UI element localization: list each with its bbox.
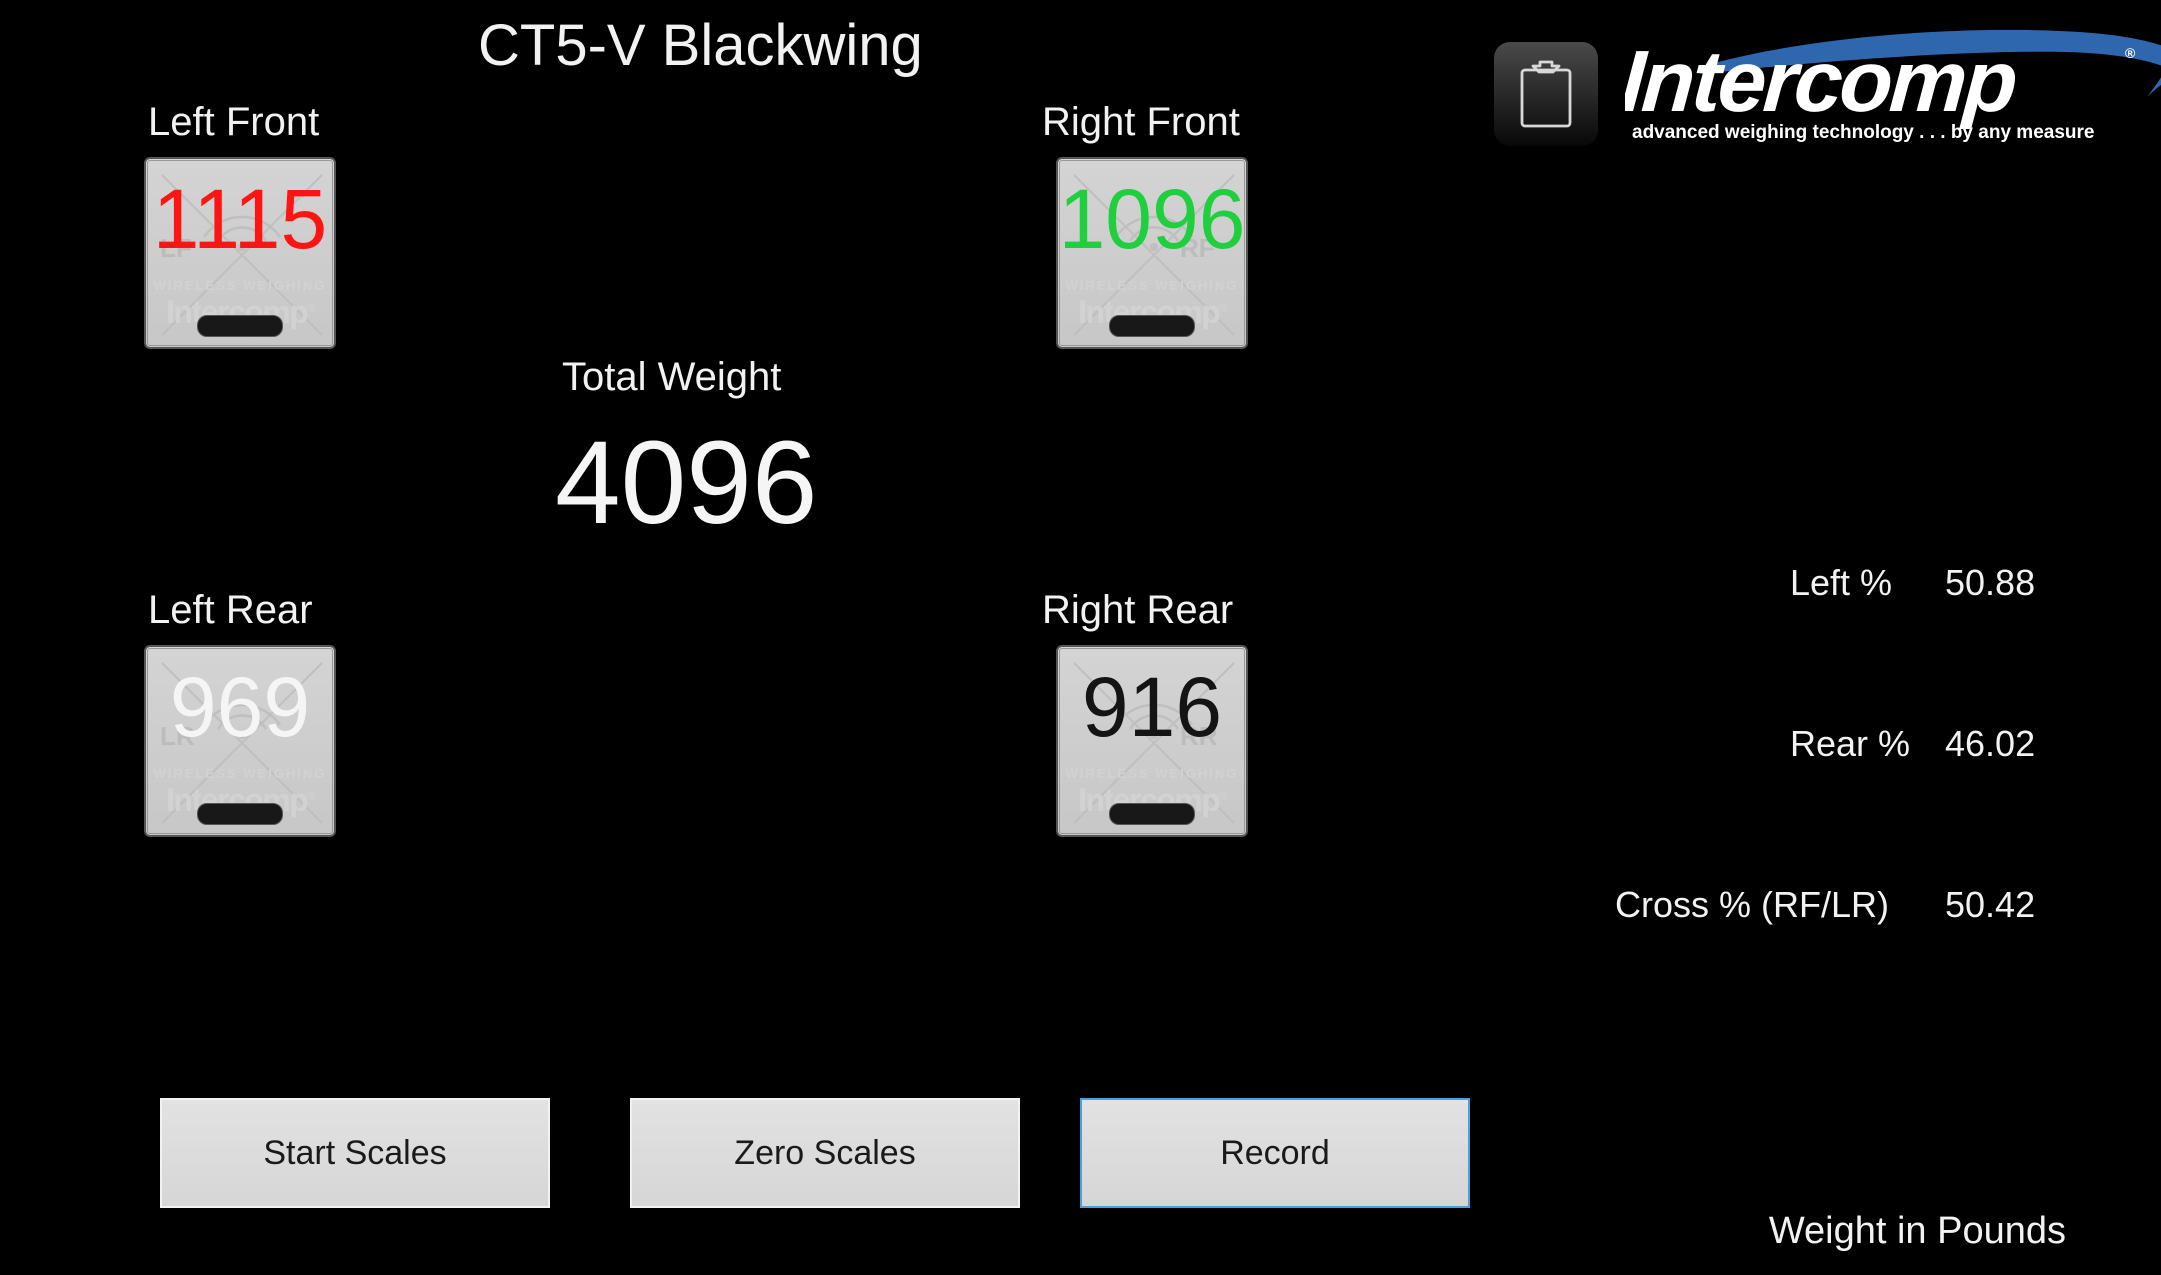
- svg-text:®: ®: [2125, 45, 2136, 61]
- svg-text:Intercomp: Intercomp: [1625, 33, 2019, 130]
- svg-text:advanced weighing technology .: advanced weighing technology . . . by an…: [1632, 122, 2094, 143]
